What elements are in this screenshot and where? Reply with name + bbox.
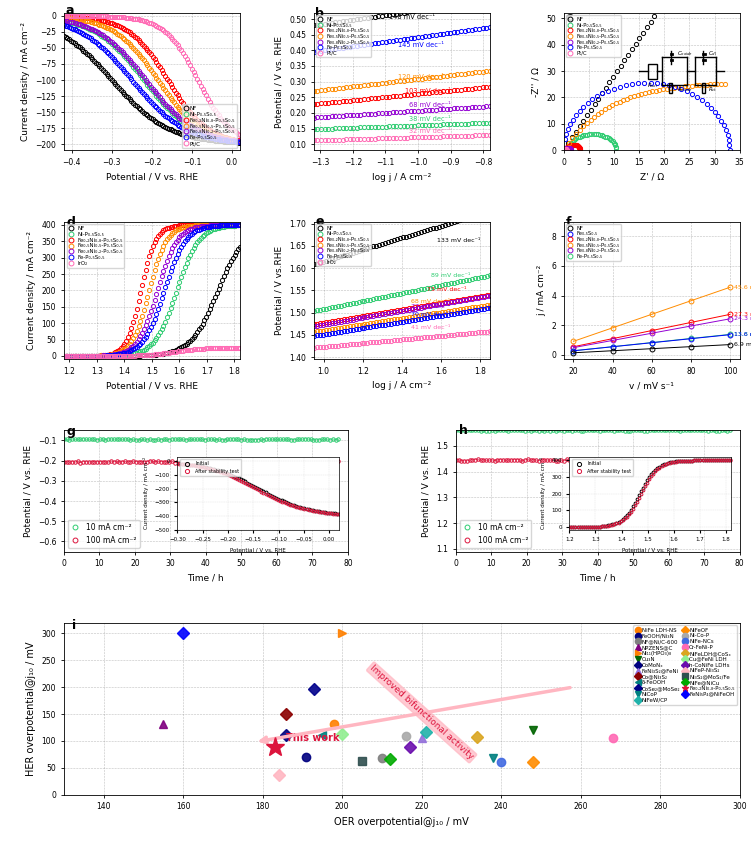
Y-axis label: HER overpotential@j₁₀ / mV: HER overpotential@j₁₀ / mV (26, 642, 36, 776)
Text: i: i (72, 619, 76, 632)
Text: 38 mV dec⁻¹: 38 mV dec⁻¹ (409, 116, 451, 122)
Text: Improved bifunctional activity: Improved bifunctional activity (368, 664, 475, 762)
Text: a: a (66, 3, 74, 17)
Text: 24.3 mF cm⁻²: 24.3 mF cm⁻² (734, 316, 751, 321)
Legend: NF, Ni-P₀.₅S₀.₅, Fe₀.₂Ni₀.₈-P₀.₅S₀.₅, Fe₀.₅Ni₀.₅-P₀.₅S₀.₅, Fe₀.₈Ni₀.₂-P₀.₅S₀.₅, : NF, Ni-P₀.₅S₀.₅, Fe₀.₂Ni₀.₈-P₀.₅S₀.₅, Fe… (316, 224, 371, 266)
Text: 148 mV dec⁻¹: 148 mV dec⁻¹ (388, 14, 434, 20)
Text: f: f (566, 216, 572, 229)
Text: g: g (67, 425, 76, 439)
Text: 89 mV dec⁻¹: 89 mV dec⁻¹ (431, 273, 470, 278)
Y-axis label: Current density / mA cm⁻²: Current density / mA cm⁻² (21, 22, 30, 141)
Y-axis label: Potential / V vs. RHE: Potential / V vs. RHE (421, 445, 430, 537)
Legend: 10 mA cm⁻², 100 mA cm⁻²: 10 mA cm⁻², 100 mA cm⁻² (68, 520, 140, 547)
Y-axis label: Potential / V vs. RHE: Potential / V vs. RHE (23, 445, 32, 537)
Y-axis label: Potential / V vs.RHE: Potential / V vs.RHE (275, 246, 284, 335)
Text: 77 mV dec⁻¹: 77 mV dec⁻¹ (412, 304, 451, 309)
Y-axis label: -Z'' / Ω: -Z'' / Ω (532, 66, 541, 97)
Text: 73 mV dec⁻¹: 73 mV dec⁻¹ (427, 287, 466, 292)
Text: 27.3 mF cm⁻²: 27.3 mF cm⁻² (734, 312, 751, 317)
Text: 68 mV dec⁻¹: 68 mV dec⁻¹ (412, 299, 451, 304)
Text: e: e (315, 215, 324, 228)
Y-axis label: Current density / mA cm⁻²: Current density / mA cm⁻² (27, 231, 36, 350)
Text: h: h (459, 424, 467, 437)
Text: 6.9 mF cm⁻²: 6.9 mF cm⁻² (734, 342, 751, 347)
X-axis label: v / mV s⁻¹: v / mV s⁻¹ (629, 382, 674, 390)
X-axis label: Potential / V vs. RHE: Potential / V vs. RHE (106, 382, 198, 390)
Legend: NiFe LDH-NS, FeOOH/Ni₃N, NF@Ni/C-600, NPZENS@C, Ni₁₁(HPO₃)₈, Cu₃N, CoMoNₓ, FeNi₃: NiFe LDH-NS, FeOOH/Ni₃N, NF@Ni/C-600, NP… (633, 626, 737, 705)
Text: 68 mV dec⁻¹: 68 mV dec⁻¹ (409, 102, 451, 108)
Legend: NF, Ni-P₀.₅S₀.₅, Fe₀.₂Ni₀.₈-P₀.₅S₀.₅, Fe₀.₅Ni₀.₅-P₀.₅S₀.₅, Fe₀.₈Ni₀.₂-P₀.₅S₀.₅, : NF, Ni-P₀.₅S₀.₅, Fe₀.₂Ni₀.₈-P₀.₅S₀.₅, Fe… (182, 105, 237, 148)
Text: 45.6 mF cm⁻²: 45.6 mF cm⁻² (734, 285, 751, 290)
Text: This work: This work (286, 733, 340, 743)
Text: 13.8 mF cm⁻²: 13.8 mF cm⁻² (734, 332, 751, 337)
Text: 32 mV dec⁻¹: 32 mV dec⁻¹ (409, 128, 451, 134)
X-axis label: Time / h: Time / h (580, 574, 616, 583)
Text: 133 mV dec⁻¹: 133 mV dec⁻¹ (436, 237, 480, 242)
Text: 41 mV dec⁻¹: 41 mV dec⁻¹ (412, 326, 451, 331)
Text: 70 mV dec⁻¹: 70 mV dec⁻¹ (412, 312, 451, 317)
Text: b: b (315, 7, 324, 20)
Text: 103 mV dec⁻¹: 103 mV dec⁻¹ (405, 88, 451, 94)
Text: c: c (566, 11, 572, 24)
Legend: NF, Ni-P₀.₅S₀.₅, Fe₀.₂Ni₀.₈-P₀.₅S₀.₅, Fe₀.₅Ni₀.₅-P₀.₅S₀.₅, Fe₀.₈Ni₀.₂-P₀.₅S₀.₅, : NF, Ni-P₀.₅S₀.₅, Fe₀.₂Ni₀.₈-P₀.₅S₀.₅, Fe… (566, 15, 621, 57)
Legend: NF, Ni-P₀.₅S₀.₅, Fe₀.₂Ni₀.₈-P₀.₅S₀.₅, Fe₀.₅Ni₀.₅-P₀.₅S₀.₅, Fe₀.₈Ni₀.₂-P₀.₅S₀.₅, : NF, Ni-P₀.₅S₀.₅, Fe₀.₂Ni₀.₈-P₀.₅S₀.₅, Fe… (316, 15, 371, 57)
X-axis label: Z' / Ω: Z' / Ω (640, 173, 664, 182)
X-axis label: Time / h: Time / h (188, 574, 224, 583)
Y-axis label: Potential / V vs. RHE: Potential / V vs. RHE (275, 36, 284, 127)
X-axis label: log j / A cm⁻²: log j / A cm⁻² (372, 173, 431, 182)
X-axis label: Potential / V vs. RHE: Potential / V vs. RHE (106, 173, 198, 182)
Legend: NF, Ni-P₀.₅S₀.₅, Fe₀.₂Ni₀.₈-P₀.₅S₀.₅, Fe₀.₅Ni₀.₅-P₀.₅S₀.₅, Fe₀.₈Ni₀.₂-P₀.₅S₀.₅, : NF, Ni-P₀.₅S₀.₅, Fe₀.₂Ni₀.₈-P₀.₅S₀.₅, Fe… (67, 224, 125, 268)
Legend: NF, Fe₀.₅S₀.₅, Fe₀.₂Ni₀.₈-P₀.₅S₀.₅, Fe₀.₅Ni₀.₅-P₀.₅S₀.₅, Fe₀.₈Ni₀.₂-P₀.₅S₀.₅, Fe: NF, Fe₀.₅S₀.₅, Fe₀.₂Ni₀.₈-P₀.₅S₀.₅, Fe₀.… (566, 224, 621, 260)
X-axis label: OER overpotential@j₁₀ / mV: OER overpotential@j₁₀ / mV (334, 817, 469, 827)
Text: d: d (67, 217, 75, 230)
Text: 120 mV dec⁻¹: 120 mV dec⁻¹ (398, 74, 444, 80)
Y-axis label: j / mA cm⁻²: j / mA cm⁻² (537, 265, 546, 316)
X-axis label: log j / A cm⁻²: log j / A cm⁻² (372, 382, 431, 390)
Text: 145 mV dec⁻¹: 145 mV dec⁻¹ (398, 42, 444, 48)
Text: 13.6 mF cm⁻²: 13.6 mF cm⁻² (734, 332, 751, 337)
Legend: 10 mA cm⁻², 100 mA cm⁻²: 10 mA cm⁻², 100 mA cm⁻² (460, 520, 532, 547)
